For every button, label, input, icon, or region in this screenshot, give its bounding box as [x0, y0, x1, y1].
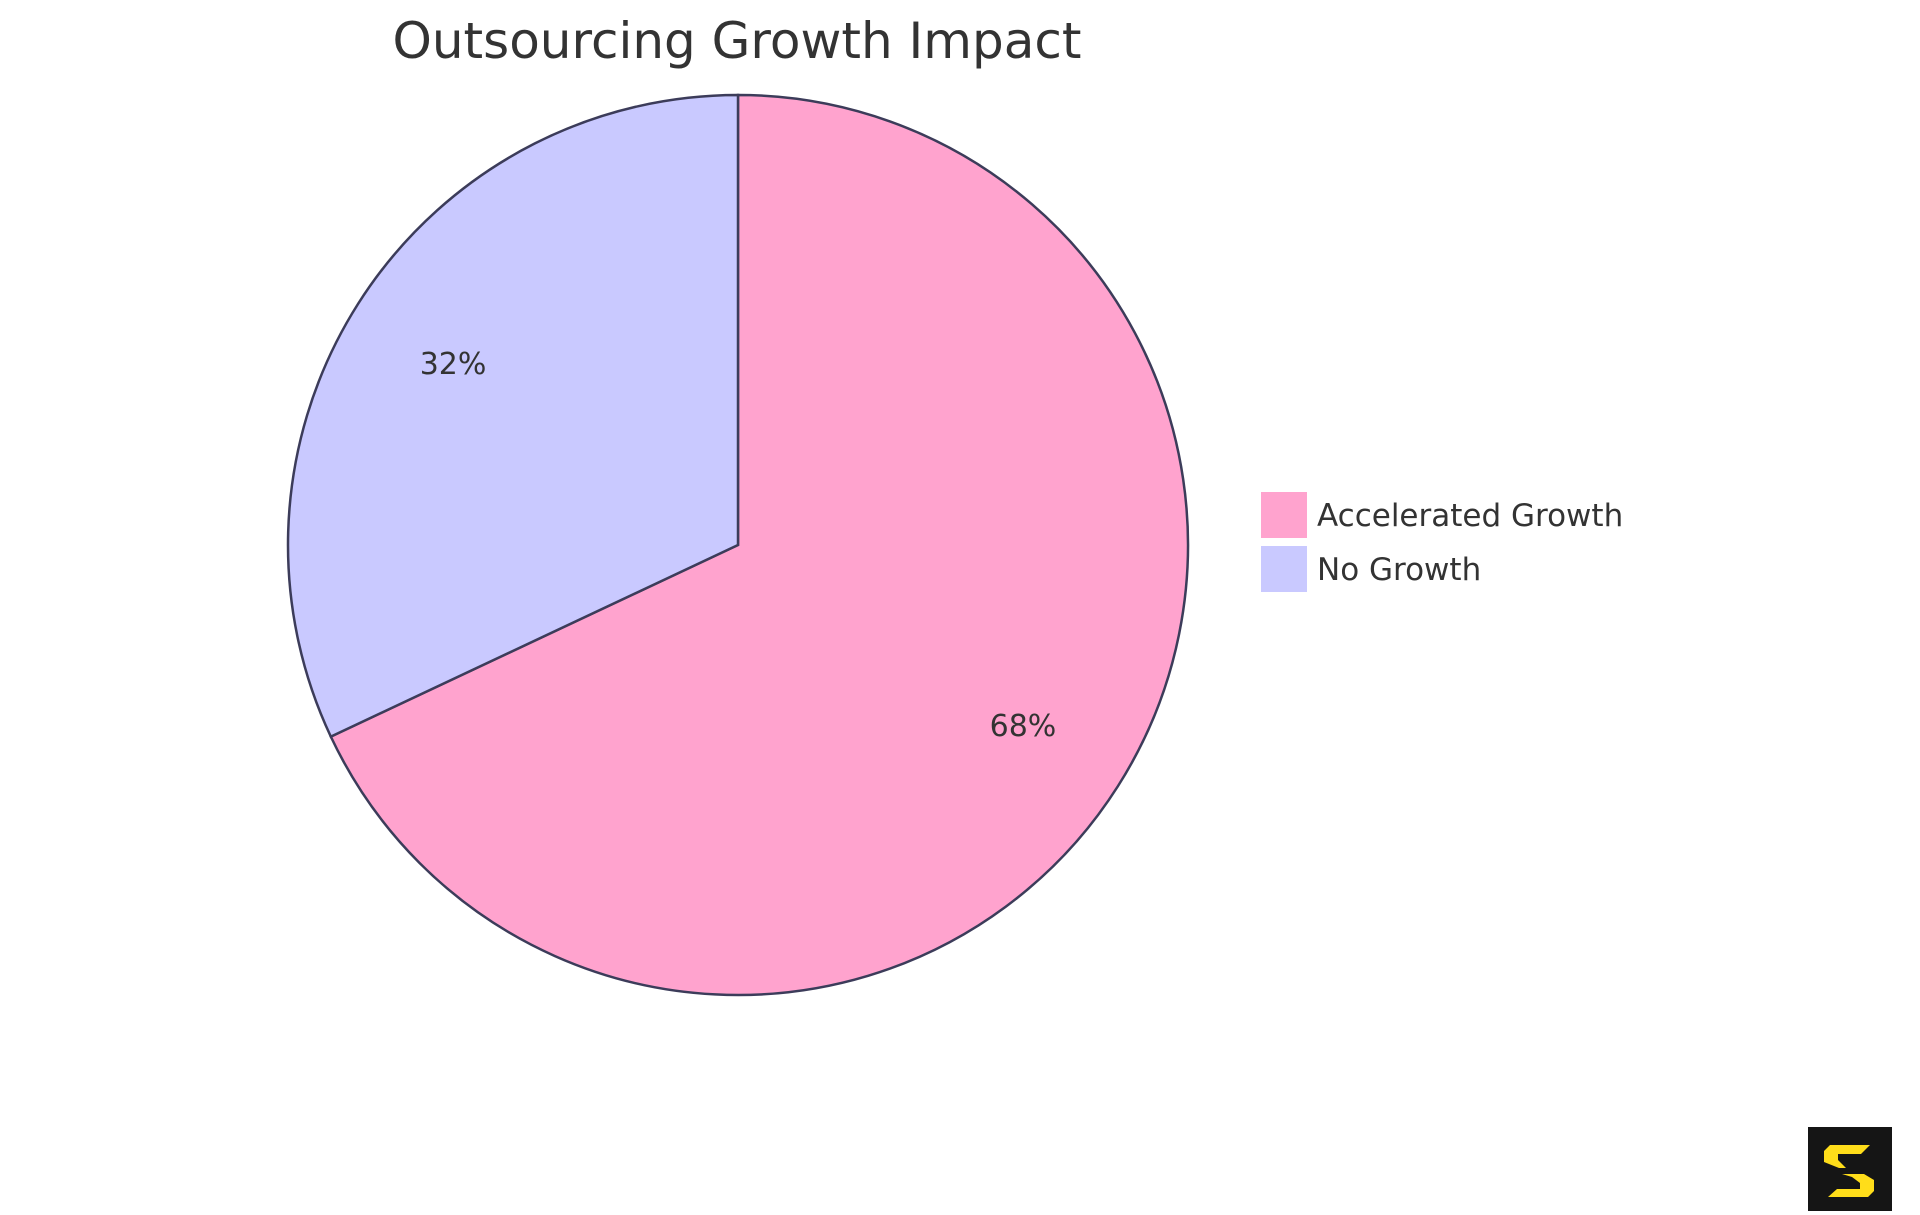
logo-s-icon	[1824, 1145, 1874, 1197]
slice-label: 32%	[420, 347, 487, 382]
legend-swatch	[1261, 546, 1307, 592]
slice-label: 68%	[990, 709, 1057, 744]
legend-swatch	[1261, 492, 1307, 538]
legend-label: No Growth	[1317, 552, 1481, 588]
chart-title: Outsourcing Growth Impact	[393, 12, 1082, 70]
pie-slice-no-growth	[286, 93, 740, 739]
brand-logo	[1808, 1127, 1892, 1211]
legend-label: Accelerated Growth	[1317, 498, 1623, 534]
pie-slice-accelerated-growth	[329, 93, 1190, 997]
